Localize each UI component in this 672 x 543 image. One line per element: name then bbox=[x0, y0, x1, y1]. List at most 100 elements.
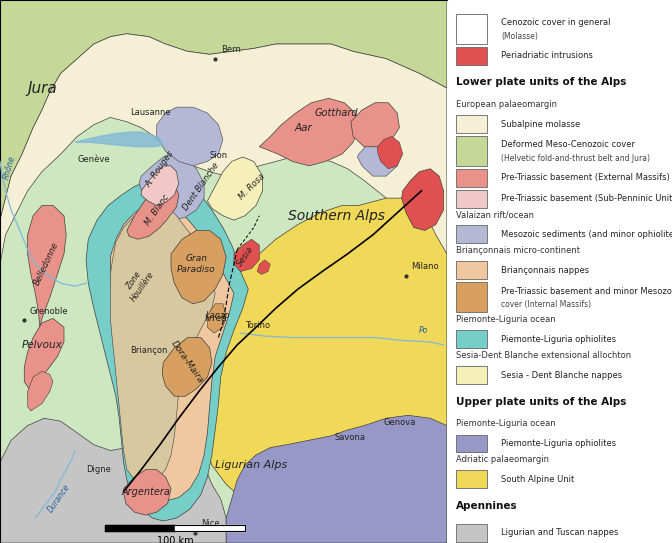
Text: Rhône: Rhône bbox=[2, 155, 17, 180]
Text: Lausanne: Lausanne bbox=[130, 109, 171, 117]
Text: Lower plate units of the Alps: Lower plate units of the Alps bbox=[456, 77, 626, 87]
FancyBboxPatch shape bbox=[456, 14, 487, 44]
Text: Pre-Triassic basement (Sub-Penninic Units): Pre-Triassic basement (Sub-Penninic Unit… bbox=[501, 194, 672, 203]
FancyBboxPatch shape bbox=[456, 47, 487, 65]
Text: Genève: Genève bbox=[77, 155, 110, 165]
Text: Southern Alps: Southern Alps bbox=[288, 209, 385, 223]
Text: Piemonte-Liguria ophiolites: Piemonte-Liguria ophiolites bbox=[501, 335, 616, 344]
FancyBboxPatch shape bbox=[456, 434, 487, 452]
Polygon shape bbox=[24, 318, 64, 392]
Text: Briançonnais nappes: Briançonnais nappes bbox=[501, 266, 589, 275]
FancyBboxPatch shape bbox=[456, 470, 487, 488]
Text: Jura: Jura bbox=[27, 80, 57, 96]
Text: Deformed Meso-Cenozoic cover: Deformed Meso-Cenozoic cover bbox=[501, 141, 635, 149]
Text: (Helvetic fold-and-thrust belt and Jura): (Helvetic fold-and-thrust belt and Jura) bbox=[501, 154, 650, 163]
Text: Mesozoic sediments (and minor ophiolites): Mesozoic sediments (and minor ophiolites… bbox=[501, 230, 672, 239]
Polygon shape bbox=[86, 176, 248, 521]
Text: Ligurian Alps: Ligurian Alps bbox=[216, 460, 288, 470]
Text: Ligurian and Tuscan nappes: Ligurian and Tuscan nappes bbox=[501, 528, 618, 537]
Text: Briançonnais micro-continent: Briançonnais micro-continent bbox=[456, 246, 580, 255]
Polygon shape bbox=[0, 0, 447, 220]
Polygon shape bbox=[162, 338, 212, 396]
Polygon shape bbox=[208, 304, 226, 333]
Polygon shape bbox=[226, 415, 447, 543]
Text: Piemonte-Liguria ocean: Piemonte-Liguria ocean bbox=[456, 419, 556, 428]
Text: Dent Blanche: Dent Blanche bbox=[181, 161, 220, 212]
Text: Apennines: Apennines bbox=[456, 501, 517, 511]
FancyBboxPatch shape bbox=[456, 169, 487, 187]
FancyBboxPatch shape bbox=[456, 523, 487, 541]
Text: Piemonte-Liguria ophiolites: Piemonte-Liguria ophiolites bbox=[501, 439, 616, 448]
Text: Subalpine molasse: Subalpine molasse bbox=[501, 119, 580, 129]
Text: Sesia: Sesia bbox=[235, 245, 255, 269]
Text: Periadriatic intrusions: Periadriatic intrusions bbox=[501, 51, 593, 60]
FancyBboxPatch shape bbox=[456, 330, 487, 348]
Text: Argentera: Argentera bbox=[121, 487, 170, 497]
Polygon shape bbox=[378, 136, 403, 169]
Text: Dora-Maira: Dora-Maira bbox=[169, 339, 206, 386]
Polygon shape bbox=[402, 169, 444, 230]
Text: Pre-Triassic basement (External Massifs): Pre-Triassic basement (External Massifs) bbox=[501, 173, 670, 182]
Text: Nice: Nice bbox=[201, 519, 220, 528]
FancyBboxPatch shape bbox=[456, 225, 487, 243]
Polygon shape bbox=[28, 205, 67, 327]
Text: Belledonne: Belledonne bbox=[32, 241, 60, 287]
Polygon shape bbox=[358, 136, 399, 176]
Polygon shape bbox=[0, 34, 447, 264]
Text: M. Blanc: M. Blanc bbox=[142, 193, 171, 227]
Text: Briançon: Briançon bbox=[130, 346, 167, 355]
Polygon shape bbox=[351, 103, 399, 147]
Text: cover (Internal Massifs): cover (Internal Massifs) bbox=[501, 300, 591, 310]
Polygon shape bbox=[75, 132, 163, 147]
Text: Genova: Genova bbox=[384, 418, 417, 427]
FancyBboxPatch shape bbox=[456, 366, 487, 384]
Text: Aar: Aar bbox=[294, 123, 312, 132]
Text: Piemonte-Liguria ocean: Piemonte-Liguria ocean bbox=[456, 315, 556, 324]
Text: South Alpine Unit: South Alpine Unit bbox=[501, 475, 574, 484]
Polygon shape bbox=[257, 260, 270, 274]
Text: Ivrea: Ivrea bbox=[204, 314, 226, 323]
Text: Po: Po bbox=[419, 326, 429, 335]
Text: (Molasse): (Molasse) bbox=[501, 32, 538, 41]
Polygon shape bbox=[0, 418, 226, 543]
Text: Bern: Bern bbox=[220, 45, 241, 54]
FancyBboxPatch shape bbox=[456, 136, 487, 166]
FancyBboxPatch shape bbox=[456, 115, 487, 133]
Polygon shape bbox=[141, 166, 179, 205]
Polygon shape bbox=[208, 157, 263, 220]
Polygon shape bbox=[127, 180, 179, 239]
Text: Grenoble: Grenoble bbox=[30, 307, 69, 315]
FancyBboxPatch shape bbox=[456, 261, 487, 279]
Text: Zone
Houillère: Zone Houillère bbox=[120, 264, 156, 303]
Text: Upper plate units of the Alps: Upper plate units of the Alps bbox=[456, 396, 626, 407]
Text: Savona: Savona bbox=[335, 433, 366, 442]
Polygon shape bbox=[201, 198, 447, 543]
Polygon shape bbox=[110, 205, 215, 484]
Text: Gran
Paradiso: Gran Paradiso bbox=[177, 255, 216, 274]
Text: A. Rouges: A. Rouges bbox=[144, 149, 176, 188]
Polygon shape bbox=[124, 470, 171, 515]
FancyBboxPatch shape bbox=[456, 282, 487, 312]
Text: Pre-Triassic basement and minor Mesozoic: Pre-Triassic basement and minor Mesozoic bbox=[501, 287, 672, 295]
Text: Cenozoic cover in general: Cenozoic cover in general bbox=[501, 18, 610, 27]
Polygon shape bbox=[28, 371, 53, 411]
Text: Sion: Sion bbox=[210, 151, 228, 160]
Text: Sesia - Dent Blanche nappes: Sesia - Dent Blanche nappes bbox=[501, 371, 622, 380]
Text: Pelvoux: Pelvoux bbox=[22, 340, 62, 350]
Text: Gotthard: Gotthard bbox=[314, 108, 358, 118]
Text: Durance: Durance bbox=[46, 482, 73, 514]
Polygon shape bbox=[259, 98, 359, 166]
Text: M. Rosa: M. Rosa bbox=[237, 172, 266, 201]
Text: Torino: Torino bbox=[245, 321, 270, 330]
Text: Digne: Digne bbox=[86, 465, 111, 474]
Text: 100 km: 100 km bbox=[157, 535, 194, 543]
Text: Sesia-Dent Blanche extensional allochton: Sesia-Dent Blanche extensional allochton bbox=[456, 351, 631, 360]
FancyBboxPatch shape bbox=[456, 190, 487, 207]
Text: Milano: Milano bbox=[411, 262, 439, 272]
Polygon shape bbox=[171, 230, 226, 304]
Polygon shape bbox=[157, 107, 223, 166]
Text: European palaeomargin: European palaeomargin bbox=[456, 100, 557, 109]
Text: Lanzo: Lanzo bbox=[206, 311, 230, 320]
Text: Valaizan rift/ocean: Valaizan rift/ocean bbox=[456, 210, 534, 219]
Polygon shape bbox=[139, 154, 204, 220]
